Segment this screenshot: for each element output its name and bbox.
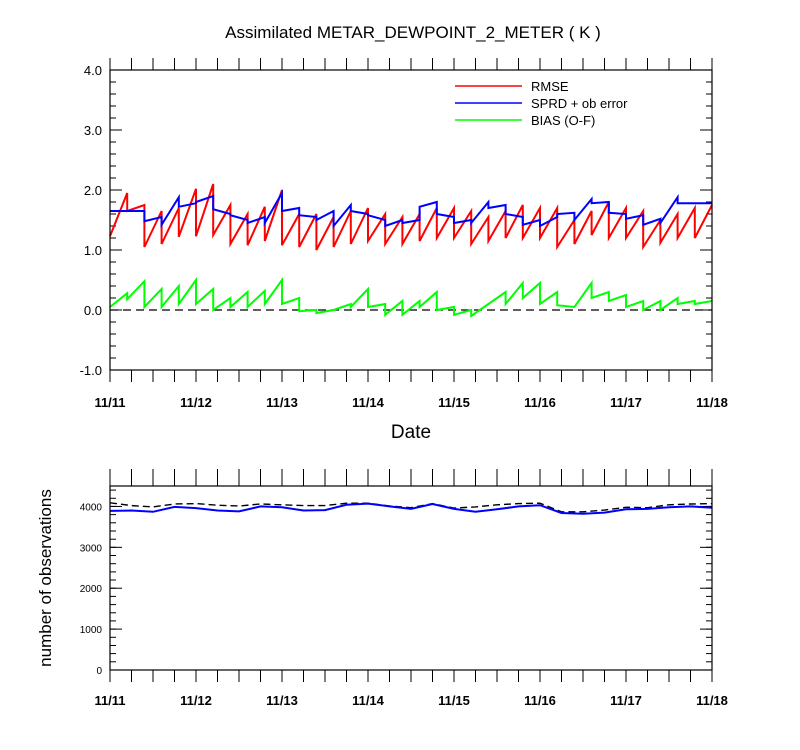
y-tick-label: 4.0 bbox=[84, 63, 102, 78]
series-line-sprd-ob-error bbox=[110, 189, 712, 229]
bottom-plot-series bbox=[109, 502, 713, 515]
y-axis-label-observations: number of observations bbox=[36, 489, 55, 667]
y-tick-label: 3.0 bbox=[84, 123, 102, 138]
legend: RMSE SPRD + ob error BIAS (O-F) bbox=[455, 79, 628, 128]
x-tick-label: 11/14 bbox=[352, 693, 385, 708]
y-tick-label: 0 bbox=[96, 666, 102, 677]
x-tick-label: 11/16 bbox=[524, 693, 556, 708]
x-tick-label: 11/15 bbox=[438, 395, 470, 410]
obs-count-line-possible bbox=[109, 502, 713, 513]
y-tick-label: 3000 bbox=[80, 543, 103, 554]
bottom-plot-ticks: 0 1000 2000 3000 4000 11/11 11/12 11/13 11/14 11/… bbox=[80, 469, 728, 708]
x-tick-label: 11/14 bbox=[352, 395, 385, 410]
top-plot-series bbox=[109, 183, 713, 318]
x-tick-label: 11/17 bbox=[610, 693, 642, 708]
y-tick-label: 0.0 bbox=[84, 303, 102, 318]
x-tick-label: 11/16 bbox=[524, 395, 556, 410]
y-tick-label: 1.0 bbox=[84, 243, 102, 258]
series-line-bias-o-f bbox=[109, 276, 713, 318]
y-tick-label: 2000 bbox=[80, 584, 103, 595]
x-tick-label: 11/15 bbox=[438, 693, 470, 708]
y-tick-label: 1000 bbox=[80, 625, 103, 636]
x-tick-label: 11/18 bbox=[696, 693, 728, 708]
x-tick-label: 11/13 bbox=[266, 395, 298, 410]
x-tick-label: 11/18 bbox=[696, 395, 728, 410]
x-axis-label: Date bbox=[391, 422, 431, 443]
y-tick-label: 4000 bbox=[80, 502, 103, 513]
obs-count-line-assimilated bbox=[109, 502, 713, 515]
legend-label: BIAS (O-F) bbox=[531, 113, 595, 128]
y-tick-label: 2.0 bbox=[84, 183, 102, 198]
x-tick-label: 11/12 bbox=[180, 693, 212, 708]
x-tick-label: 11/11 bbox=[94, 395, 125, 410]
y-tick-label: -1.0 bbox=[80, 363, 102, 378]
x-tick-label: 11/11 bbox=[94, 693, 125, 708]
legend-label: RMSE bbox=[531, 79, 569, 94]
x-tick-label: 11/17 bbox=[610, 395, 642, 410]
series-line-rmse bbox=[109, 183, 713, 251]
x-tick-label: 11/12 bbox=[180, 395, 212, 410]
top-plot-ticks: -1.0 0.0 1.0 2.0 3.0 4.0 11/11 11/12 11/13 11/14 1… bbox=[80, 58, 728, 410]
top-plot-frame bbox=[109, 69, 713, 371]
chart-title: Assimilated METAR_DEWPOINT_2_METER ( K ) bbox=[225, 23, 601, 42]
legend-label: SPRD + ob error bbox=[531, 96, 628, 111]
x-tick-label: 11/13 bbox=[266, 693, 298, 708]
bottom-plot-frame bbox=[109, 485, 713, 671]
